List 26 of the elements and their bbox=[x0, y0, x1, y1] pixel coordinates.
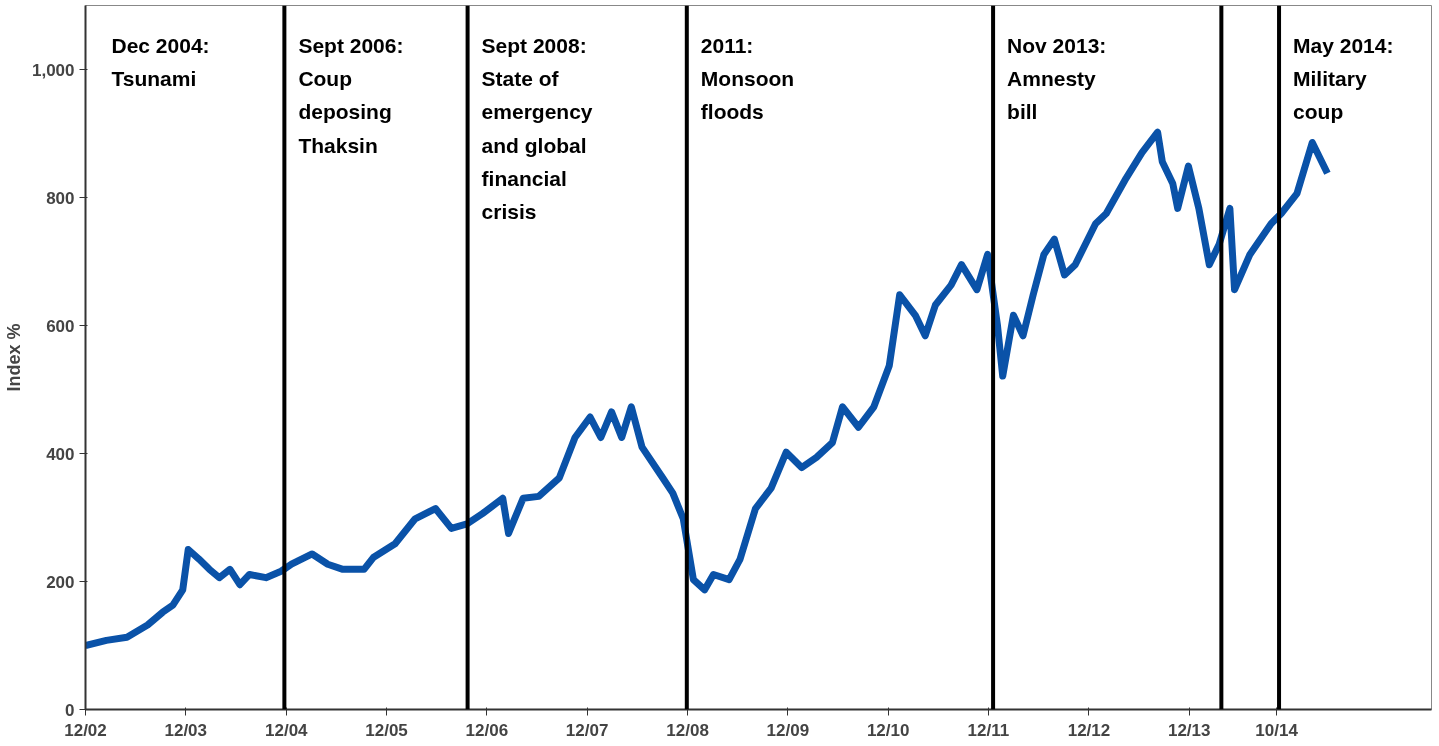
annotation: May 2014: Military coup bbox=[1293, 33, 1394, 124]
x-tick-label: 12/05 bbox=[365, 720, 408, 740]
x-tick-label: 12/09 bbox=[766, 720, 810, 740]
x-tick-label: 12/03 bbox=[164, 720, 208, 740]
x-tick-label: 12/08 bbox=[666, 720, 709, 740]
y-tick-label: 0 bbox=[65, 700, 75, 720]
x-tick-label: 10/14 bbox=[1255, 720, 1299, 740]
x-tick-label: 12/06 bbox=[465, 720, 509, 740]
y-tick-label: 400 bbox=[46, 444, 75, 464]
y-tick-label: 800 bbox=[46, 188, 75, 208]
annotation: Dec 2004: Tsunami bbox=[111, 33, 210, 90]
x-tick-label: 12/07 bbox=[565, 720, 609, 740]
x-tick-label: 12/10 bbox=[866, 720, 910, 740]
x-tick-label: 12/02 bbox=[64, 720, 107, 740]
x-tick-label: 12/04 bbox=[265, 720, 309, 740]
y-tick-label: 200 bbox=[46, 572, 75, 592]
annotation: Nov 2013: Amnesty bill bbox=[1007, 33, 1107, 124]
y-tick-label: 1,000 bbox=[31, 60, 75, 80]
y-axis-title: Index % bbox=[3, 323, 24, 392]
annotation: 2011: Monsoon floods bbox=[700, 33, 795, 124]
x-tick-label: 12/12 bbox=[1067, 720, 1111, 740]
annotation: Sept 2006: Coup deposing Thaksin bbox=[298, 33, 404, 157]
annotation: Sept 2008: State of emergency and global financial crisis bbox=[481, 33, 593, 224]
x-tick-label: 12/13 bbox=[1167, 720, 1211, 740]
y-tick-label: 600 bbox=[46, 316, 75, 336]
x-tick-label: 12/11 bbox=[967, 720, 1010, 740]
